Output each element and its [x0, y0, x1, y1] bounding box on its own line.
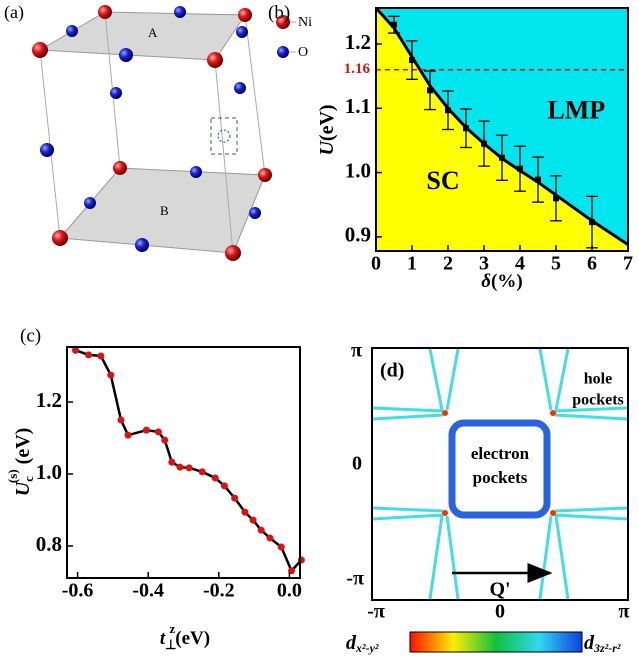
- y-tick-label: π: [351, 340, 362, 362]
- point: [535, 176, 541, 183]
- panel-label: (d): [380, 360, 404, 382]
- x-tick-label: 3: [479, 253, 489, 275]
- vacancy: [217, 129, 231, 143]
- panel-label: (c): [20, 325, 41, 346]
- x-tick-label: 0.0: [277, 580, 302, 602]
- axis-label: δ(%): [481, 271, 522, 292]
- plane-label: B: [160, 203, 169, 218]
- legend-label: O: [298, 45, 308, 60]
- point: [107, 371, 115, 379]
- y-tick-label: 0.8: [36, 532, 62, 556]
- plane-label: A: [148, 25, 158, 40]
- point: [231, 494, 239, 502]
- point: [463, 125, 469, 132]
- point: [176, 463, 184, 471]
- electron-pocket: [448, 419, 551, 519]
- point: [445, 107, 451, 114]
- axis-label: Uc(s) (eV): [5, 428, 36, 497]
- point: [161, 436, 169, 444]
- hot-spots: [442, 410, 556, 516]
- x-tick-label: 0: [371, 253, 381, 275]
- point: [257, 526, 265, 534]
- axis-label: U(eV): [316, 104, 338, 155]
- colorbar: [409, 631, 583, 653]
- frame: [371, 347, 629, 601]
- point: [481, 140, 487, 147]
- legend-ni: [276, 15, 290, 29]
- panel-d: hole pockets electron pockets Q' (d) π 0…: [346, 340, 630, 655]
- x-tick-label: 1: [407, 253, 417, 275]
- annotation: pockets: [572, 392, 624, 409]
- frame: [66, 346, 301, 579]
- o-atoms: [40, 6, 261, 252]
- point: [71, 346, 79, 354]
- annotation: Q': [489, 579, 510, 601]
- y-tick-label: 1.1: [345, 94, 371, 118]
- point: [409, 57, 415, 64]
- y-tick-label: 1.0: [345, 158, 371, 182]
- x-tick-label: 0: [495, 601, 505, 623]
- point: [85, 351, 93, 359]
- point: [589, 219, 595, 226]
- y-tick-label: 0: [352, 453, 362, 475]
- point: [185, 464, 193, 472]
- point: [427, 87, 433, 94]
- point: [142, 426, 150, 434]
- point: [117, 416, 125, 424]
- x-tick-label: 5: [551, 253, 561, 275]
- vacancy-box: [210, 117, 238, 155]
- x-tick-label: -0.4: [132, 580, 164, 602]
- point: [124, 431, 132, 439]
- legend-o: [277, 46, 289, 58]
- point: [517, 165, 523, 172]
- x-tick-label: 7: [623, 253, 633, 275]
- point: [391, 21, 397, 28]
- x-tick-label: π: [619, 601, 630, 623]
- point: [297, 556, 305, 564]
- annotation: LMP: [547, 95, 605, 124]
- annotation: electron: [471, 444, 530, 463]
- x-tick-label: 2: [443, 253, 453, 275]
- point: [198, 468, 206, 476]
- ni-atoms: [32, 5, 272, 261]
- colorbar-label: dx²-y²: [346, 632, 379, 655]
- x-tick-label: -π: [367, 601, 385, 623]
- x-tick-label: -0.2: [203, 580, 235, 602]
- point: [277, 543, 285, 551]
- y-tick-label: 1.2: [36, 388, 62, 412]
- point: [154, 428, 162, 436]
- panel-label: (a): [4, 2, 24, 23]
- annotation: hole: [584, 371, 612, 388]
- annotation: pockets: [473, 468, 528, 487]
- hole-pockets: [372, 348, 628, 600]
- x-tick-label: 4: [515, 253, 525, 275]
- reference-label: 1.16: [344, 61, 371, 77]
- point: [211, 474, 219, 482]
- y-tick-label: 0.9: [345, 223, 371, 247]
- y-tick-label: -π: [346, 568, 364, 590]
- point: [499, 154, 505, 161]
- region-below: [376, 8, 628, 251]
- legend-label: Ni: [298, 15, 312, 30]
- point: [220, 482, 228, 490]
- y-tick-label: 1.2: [345, 30, 371, 54]
- x-tick-label: -0.6: [62, 580, 94, 602]
- point: [553, 195, 559, 202]
- point: [241, 508, 249, 516]
- x-tick-label: 6: [587, 253, 597, 275]
- point: [249, 516, 257, 524]
- panel-a: (a) A B Ni O: [4, 2, 312, 261]
- point: [266, 534, 274, 542]
- panel-label: (b): [268, 2, 290, 23]
- point: [97, 352, 105, 360]
- y-tick-label: 1.0: [36, 460, 62, 484]
- frame: [375, 7, 629, 252]
- annotation: SC: [426, 166, 459, 195]
- point: [168, 458, 176, 466]
- colorbar-label: d3z²-r²: [584, 632, 621, 655]
- axis-label: t⊥z(eV): [160, 621, 210, 652]
